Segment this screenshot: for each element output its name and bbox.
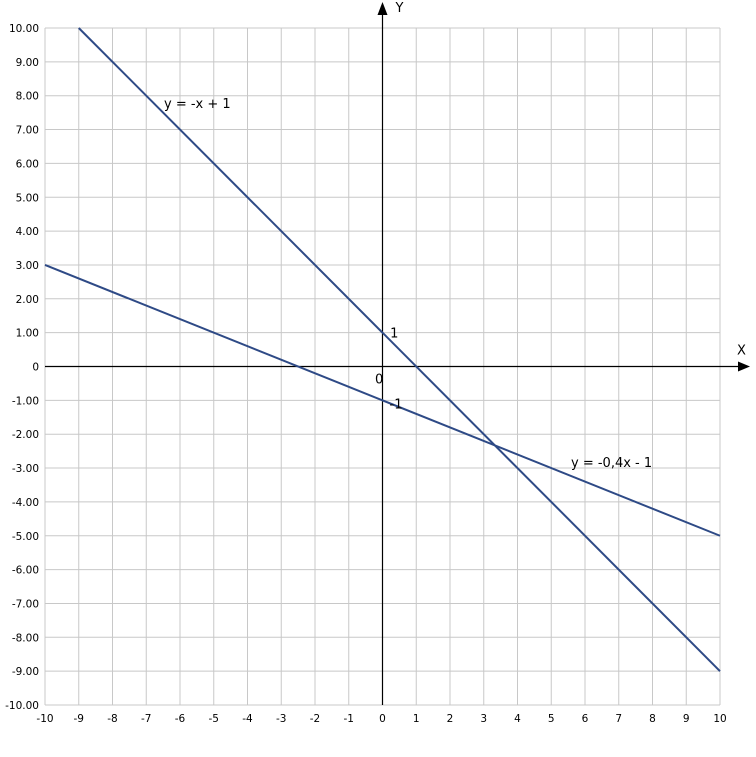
y-tick-label: -6.00	[12, 565, 39, 577]
x-tick-label: 8	[649, 713, 656, 725]
x-tick-label: -8	[107, 713, 117, 725]
x-tick-label: 2	[447, 713, 454, 725]
x-tick-label: -10	[36, 713, 53, 725]
series-labels: y = -x + 1 y = -0,4x - 1	[164, 97, 652, 471]
axis-annotation: 1	[390, 327, 398, 342]
y-axis-arrow-icon	[377, 2, 388, 15]
y-tick-label: 10.00	[9, 23, 39, 35]
axes: X Y	[45, 1, 750, 705]
x-tick-labels: -10 -9 -8 -7 -6 -5 -4 -3 -2 -1 0 1 2 3 4 5 6 7 8 9 10	[36, 713, 726, 725]
x-axis-label: X	[737, 344, 746, 359]
y-tick-label: 9.00	[16, 57, 39, 69]
y-tick-label: -2.00	[12, 429, 39, 441]
x-tick-label: 4	[514, 713, 521, 725]
y-tick-labels: 10.00 9.00 8.00 7.00 6.00 5.00 4.00 3.00 2.00 1.0…	[5, 23, 39, 712]
series-label-line-2: y = -0,4x - 1	[571, 456, 652, 471]
x-tick-label: -5	[209, 713, 219, 725]
y-tick-label: -7.00	[12, 598, 39, 610]
x-axis-arrow-icon	[738, 361, 750, 372]
y-tick-label: 1.00	[16, 328, 39, 340]
series-line-2	[44, 264, 721, 537]
y-tick-label: 5.00	[16, 192, 39, 204]
x-tick-label: 10	[713, 713, 726, 725]
y-axis-label: Y	[395, 1, 404, 16]
annotations: 0 1 -1	[375, 327, 403, 413]
y-tick-label: 8.00	[16, 91, 39, 103]
x-tick-label: 3	[480, 713, 487, 725]
x-tick-label: 1	[413, 713, 420, 725]
x-tick-label: -6	[175, 713, 186, 725]
y-tick-label: -4.00	[12, 497, 39, 509]
y-tick-label: 6.00	[16, 158, 39, 170]
x-tick-label: -4	[242, 713, 253, 725]
x-tick-label: -3	[276, 713, 286, 725]
x-tick-label: 6	[582, 713, 589, 725]
y-tick-label: 7.00	[16, 125, 39, 137]
y-tick-label: 3.00	[16, 260, 39, 272]
y-tick-label: 4.00	[16, 226, 39, 238]
x-tick-label: -1	[344, 713, 354, 725]
series-line-1	[78, 27, 721, 672]
y-tick-label: -3.00	[12, 463, 39, 475]
series-lines	[44, 27, 721, 672]
x-tick-label: -7	[141, 713, 151, 725]
x-tick-label: -2	[310, 713, 320, 725]
y-tick-label: 2.00	[16, 294, 39, 306]
x-tick-label: 5	[548, 713, 555, 725]
series-label-line-1: y = -x + 1	[164, 97, 231, 112]
y-tick-label: -5.00	[12, 531, 39, 543]
x-tick-label: -9	[74, 713, 84, 725]
y-tick-label: -1.00	[12, 395, 39, 407]
axis-annotation: -1	[390, 398, 403, 413]
axis-annotation: 0	[375, 372, 383, 387]
x-tick-label: 7	[615, 713, 622, 725]
y-tick-label: -10.00	[5, 700, 39, 712]
y-tick-label: -9.00	[12, 666, 39, 678]
x-tick-label: 0	[379, 713, 386, 725]
x-tick-label: 9	[683, 713, 690, 725]
y-tick-label: -8.00	[12, 632, 39, 644]
y-tick-label: 0	[32, 362, 39, 374]
